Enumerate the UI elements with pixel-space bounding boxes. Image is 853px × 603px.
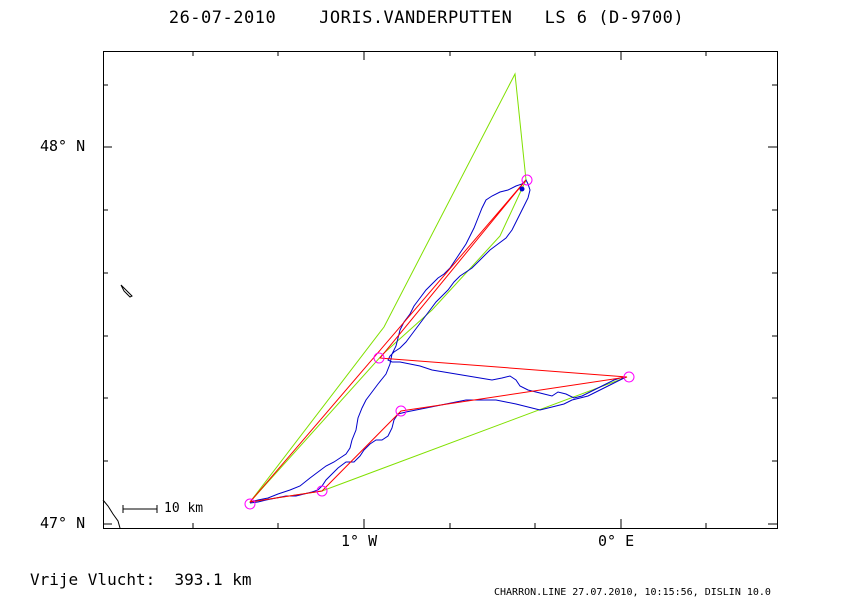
island: [120, 284, 133, 298]
lat-label-48n: 48° N: [40, 137, 86, 155]
scale-bar: [122, 505, 158, 513]
turnpoints: [244, 174, 635, 510]
flight-track: [249, 179, 627, 504]
bottom-ticks: [192, 519, 707, 528]
task-line: [249, 179, 628, 503]
turnpoint-south: [316, 485, 328, 497]
turnpoint-start: [244, 498, 256, 510]
chart-title: 26-07-2010 JORIS.VANDERPUTTEN LS 6 (D-97…: [0, 8, 853, 28]
lat-label-47n: 47° N: [40, 514, 86, 532]
lon-label-1w: 1° W: [341, 532, 378, 550]
flight-distance: Vrije Vlucht: 393.1 km: [30, 570, 252, 589]
coastline: [102, 499, 121, 529]
lon-label-0e: 0° E: [598, 532, 635, 550]
turnpoint-north: [521, 174, 533, 186]
glider-type: LS 6 (D-9700): [544, 8, 685, 28]
flight-date: 26-07-2010: [168, 8, 277, 28]
map-frame: [103, 51, 778, 529]
right-ticks: [768, 84, 777, 525]
pilot-name: JORIS.VANDERPUTTEN: [319, 8, 513, 28]
fai-line: [248, 72, 628, 503]
left-ticks: [103, 84, 112, 525]
scale-label: 10 km: [164, 501, 204, 516]
landing-point: [519, 186, 525, 192]
top-ticks: [192, 51, 707, 60]
footer-credit: CHARRON.LINE 27.07.2010, 10:15:56, DISLI…: [494, 587, 771, 598]
turnpoint-east: [623, 371, 635, 383]
turnpoint-middle: [395, 405, 407, 417]
turnpoint-west: [373, 352, 385, 364]
